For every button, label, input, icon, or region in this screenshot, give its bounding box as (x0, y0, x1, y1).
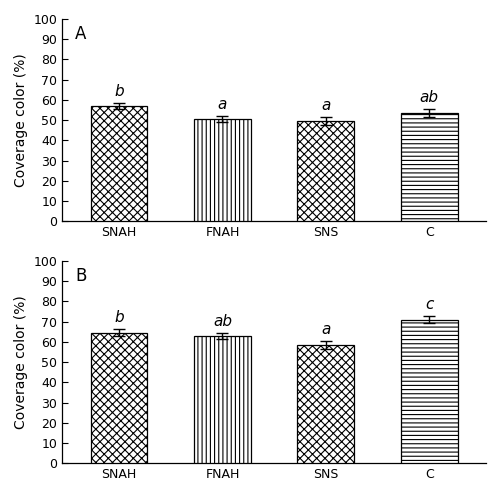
Bar (90, 333, 148, 463)
Y-axis label: Coverage color (%): Coverage color (%) (14, 53, 28, 187)
Bar (90, 106, 148, 221)
Text: b: b (114, 310, 124, 325)
Bar (298, 345, 354, 463)
Text: c: c (425, 297, 434, 312)
Bar (401, 113, 458, 221)
Text: ab: ab (420, 90, 438, 105)
Text: B: B (75, 267, 86, 285)
Bar (194, 336, 251, 463)
Bar (194, 119, 251, 221)
Text: b: b (114, 84, 124, 99)
Bar (401, 320, 458, 463)
Text: a: a (321, 322, 330, 337)
Text: A: A (75, 25, 86, 43)
Y-axis label: Coverage color (%): Coverage color (%) (14, 295, 28, 429)
Text: ab: ab (213, 314, 232, 329)
Bar (298, 121, 354, 221)
Text: a: a (218, 97, 227, 112)
Text: a: a (321, 98, 330, 113)
